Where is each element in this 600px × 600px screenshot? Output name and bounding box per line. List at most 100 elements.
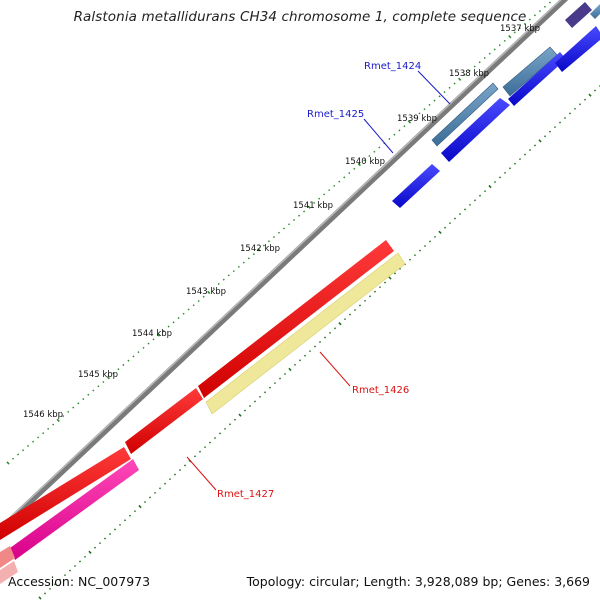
minor-tick bbox=[418, 112, 421, 115]
minor-tick bbox=[493, 48, 496, 51]
minor-tick bbox=[267, 240, 270, 243]
gene-pink-feature[interactable] bbox=[0, 561, 18, 584]
minor-tick bbox=[368, 154, 371, 158]
minor-tick bbox=[433, 99, 436, 102]
major-tick bbox=[357, 162, 361, 167]
major-tick bbox=[288, 367, 292, 372]
minor-tick bbox=[68, 569, 72, 572]
minor-tick bbox=[363, 159, 366, 162]
minor-tick bbox=[513, 31, 516, 34]
gene-label-rmet-1424[interactable]: Rmet_1424 bbox=[364, 61, 421, 72]
minor-tick bbox=[198, 450, 202, 453]
minor-tick bbox=[112, 372, 115, 375]
gene-label-rmet-1426[interactable]: Rmet_1426 bbox=[352, 385, 409, 396]
gene-rmet-1427-red-feature[interactable] bbox=[0, 447, 131, 540]
gene-forward-feature[interactable] bbox=[590, 4, 600, 19]
minor-tick bbox=[453, 82, 456, 85]
minor-tick bbox=[232, 270, 235, 273]
gene-rmet-1424-feature[interactable] bbox=[431, 82, 499, 147]
minor-tick bbox=[298, 214, 301, 217]
minor-tick bbox=[573, 107, 577, 110]
major-tick bbox=[56, 418, 60, 423]
minor-tick bbox=[78, 560, 82, 563]
minor-tick bbox=[183, 464, 187, 467]
minor-tick bbox=[192, 304, 195, 307]
minor-tick bbox=[103, 537, 107, 540]
forward-strand-genes bbox=[392, 2, 600, 208]
major-tick bbox=[138, 504, 142, 509]
minor-tick bbox=[52, 423, 55, 426]
minor-tick bbox=[98, 542, 102, 545]
minor-tick bbox=[418, 249, 422, 252]
minor-tick bbox=[318, 340, 322, 344]
gene-rmet-1426-feature[interactable] bbox=[205, 252, 406, 415]
minor-tick bbox=[443, 91, 446, 94]
minor-tick bbox=[313, 201, 316, 204]
minor-tick bbox=[87, 393, 90, 396]
minor-tick bbox=[142, 346, 145, 349]
minor-tick bbox=[97, 385, 100, 388]
gene-red-feature[interactable] bbox=[125, 388, 203, 454]
gene-rmet-1427-feature[interactable] bbox=[10, 459, 139, 560]
minor-tick bbox=[468, 203, 472, 206]
minor-tick bbox=[343, 176, 346, 179]
minor-tick bbox=[413, 254, 417, 257]
minor-tick bbox=[323, 193, 326, 196]
minor-tick bbox=[92, 389, 95, 392]
minor-tick bbox=[197, 299, 200, 303]
minor-tick bbox=[77, 402, 80, 405]
minor-tick bbox=[338, 180, 341, 183]
minor-tick bbox=[333, 327, 337, 330]
major-tick bbox=[156, 333, 161, 337]
gene-label-rmet-1427[interactable]: Rmet_1427 bbox=[217, 489, 274, 500]
gene-labels: Rmet_1424 Rmet_1425 Rmet_1426 Rmet_1427 bbox=[217, 61, 421, 500]
minor-tick bbox=[203, 446, 207, 449]
minor-tick bbox=[443, 226, 447, 229]
minor-tick bbox=[473, 65, 476, 68]
minor-tick bbox=[212, 287, 215, 290]
gene-forward-feature[interactable] bbox=[555, 26, 600, 72]
gene-label-rmet-1425[interactable]: Rmet_1425 bbox=[307, 109, 364, 120]
gene-forward-feature[interactable] bbox=[392, 164, 440, 208]
gene-rmet-1426-red-feature[interactable] bbox=[198, 240, 394, 398]
minor-tick bbox=[252, 253, 255, 256]
minor-tick bbox=[393, 133, 396, 136]
minor-tick bbox=[223, 427, 227, 430]
minor-tick bbox=[453, 217, 457, 220]
gene-forward-feature[interactable] bbox=[565, 2, 592, 28]
minor-tick bbox=[243, 409, 247, 412]
minor-tick bbox=[543, 5, 546, 8]
kbp-label: 1540 kbp bbox=[345, 157, 385, 167]
minor-tick bbox=[93, 546, 97, 549]
gene-pink-feature[interactable] bbox=[0, 546, 15, 568]
minor-tick bbox=[428, 103, 431, 106]
minor-tick bbox=[348, 313, 352, 316]
minor-tick bbox=[328, 189, 331, 192]
minor-tick bbox=[247, 257, 250, 260]
major-tick bbox=[106, 376, 110, 380]
minor-tick bbox=[22, 449, 25, 452]
minor-tick bbox=[11, 457, 15, 460]
minor-tick bbox=[353, 167, 356, 170]
minor-tick bbox=[303, 354, 307, 357]
minor-tick bbox=[483, 190, 487, 193]
gene-rmet-1425-feature[interactable] bbox=[441, 98, 510, 162]
minor-tick bbox=[313, 345, 317, 348]
minor-tick bbox=[143, 500, 147, 504]
minor-tick bbox=[533, 144, 537, 147]
minor-tick bbox=[237, 265, 240, 268]
major-tick bbox=[207, 290, 211, 295]
minor-tick bbox=[498, 44, 501, 47]
kbp-label: 1541 kbp bbox=[293, 201, 333, 211]
major-tick bbox=[307, 205, 311, 209]
major-tick bbox=[338, 322, 342, 326]
minor-tick bbox=[218, 432, 222, 435]
minor-tick bbox=[132, 355, 135, 358]
gene-forward-feature[interactable] bbox=[508, 52, 566, 106]
leader-line-rmet-1426 bbox=[319, 351, 351, 387]
minor-tick bbox=[217, 282, 220, 285]
minor-tick bbox=[152, 338, 155, 341]
kbp-label: 1543 kbp bbox=[186, 287, 226, 297]
minor-tick bbox=[403, 125, 406, 128]
minor-tick bbox=[263, 391, 267, 394]
